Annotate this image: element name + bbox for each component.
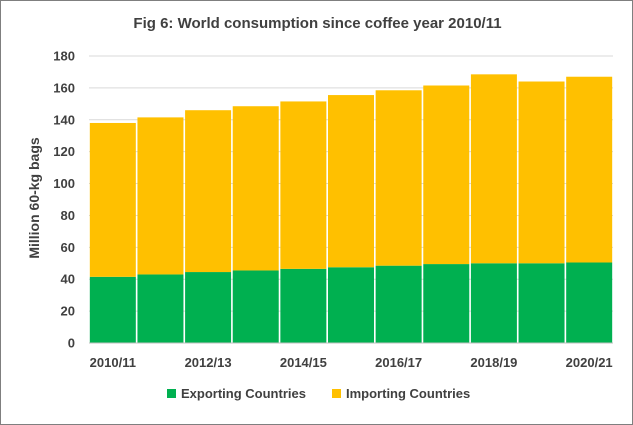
x-tick-label: 2018/19 <box>470 355 517 370</box>
y-tick-label: 120 <box>53 144 75 159</box>
y-axis-label: Million 60-kg bags <box>26 137 42 259</box>
bar-importing <box>185 110 232 273</box>
bar-exporting <box>89 276 136 343</box>
legend-entry: Exporting Countries <box>181 386 306 401</box>
bar-importing <box>137 117 184 275</box>
bar-exporting <box>423 264 470 343</box>
x-tick-label: 2020/21 <box>566 355 613 370</box>
bar-importing <box>280 101 327 269</box>
x-tick-label: 2016/17 <box>375 355 422 370</box>
y-tick-label: 20 <box>61 304 75 319</box>
bar-importing <box>518 81 565 264</box>
y-tick-label: 60 <box>61 240 75 255</box>
bar-importing <box>89 122 136 277</box>
y-tick-label: 180 <box>53 49 75 64</box>
chart-title: Fig 6: World consumption since coffee ye… <box>133 15 502 32</box>
bar-importing <box>566 76 613 263</box>
bar-exporting <box>566 262 613 343</box>
bar-exporting <box>375 265 422 343</box>
y-tick-label: 80 <box>61 208 75 223</box>
bar-exporting <box>185 272 232 343</box>
bar-importing <box>470 74 517 264</box>
bar-exporting <box>470 263 517 343</box>
y-tick-label: 100 <box>53 176 75 191</box>
bar-exporting <box>518 263 565 343</box>
x-tick-label: 2010/11 <box>90 355 136 370</box>
y-tick-label: 160 <box>53 80 75 95</box>
bar-exporting <box>137 274 184 343</box>
legend-swatch <box>332 389 341 398</box>
bar-exporting <box>328 267 374 343</box>
x-tick-label: 2014/15 <box>280 355 327 370</box>
bar-importing <box>423 85 470 265</box>
x-tick-label: 2012/13 <box>185 355 232 370</box>
bar-exporting <box>232 270 279 343</box>
bar-importing <box>232 106 279 271</box>
y-tick-label: 0 <box>68 336 75 351</box>
bar-exporting <box>280 268 327 343</box>
bar-importing <box>328 95 374 268</box>
y-tick-label: 140 <box>53 112 75 127</box>
legend-entry: Importing Countries <box>346 386 470 401</box>
legend-swatch <box>167 389 176 398</box>
bar-importing <box>375 90 422 266</box>
y-tick-label: 40 <box>61 272 75 287</box>
